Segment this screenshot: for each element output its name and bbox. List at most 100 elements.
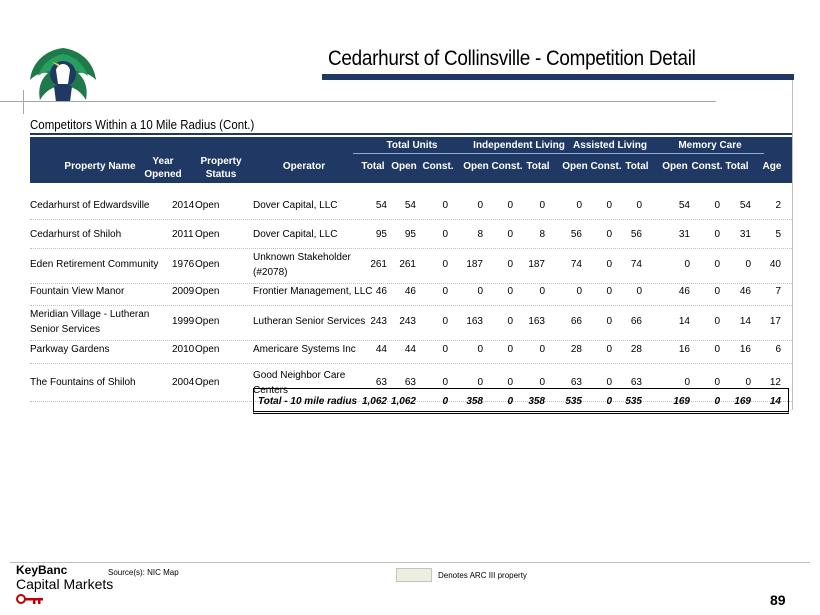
row-al-const: 0 <box>606 344 612 355</box>
col-al-open: Open <box>562 161 588 172</box>
row-year: 2004 <box>172 377 195 388</box>
row-operator: Americare Systems Inc <box>253 344 356 355</box>
row-age: 40 <box>769 259 781 270</box>
row-al-total: 74 <box>630 259 642 270</box>
total-al-open: 535 <box>565 396 582 407</box>
row-al-open: 0 <box>576 200 582 211</box>
row-al-open: 63 <box>570 377 582 388</box>
subtitle-underline <box>30 133 792 135</box>
right-divider <box>792 80 793 410</box>
total-label: Total - 10 mile radius <box>258 396 358 407</box>
row-tu-const: 0 <box>442 259 448 270</box>
group-line-independent-living <box>463 153 563 154</box>
total-il-const: 0 <box>507 396 513 407</box>
row-tu-total: 46 <box>375 286 387 297</box>
col-status-line1: Property <box>200 156 242 167</box>
row-property-name: The Fountains of Shiloh <box>30 377 136 388</box>
row-year: 1999 <box>172 316 195 327</box>
row-separator <box>30 401 792 402</box>
row-tu-const: 0 <box>442 377 448 388</box>
group-independent-living: Independent Living <box>473 140 565 151</box>
pelican-crest-logo <box>30 48 96 102</box>
group-line-memory-care <box>658 153 764 154</box>
row-il-const: 0 <box>507 344 513 355</box>
col-tu-total: Total <box>361 161 385 172</box>
row-al-open: 74 <box>570 259 582 270</box>
row-tu-const: 0 <box>442 344 448 355</box>
row-il-open: 0 <box>477 286 483 297</box>
row-il-total: 0 <box>539 200 545 211</box>
row-status: Open <box>195 200 220 211</box>
row-tu-open: 261 <box>399 259 416 270</box>
total-mc-const: 0 <box>714 396 720 407</box>
total-il-open: 358 <box>466 396 483 407</box>
row-age: 6 <box>775 344 781 355</box>
total-tu-total: 1,062 <box>361 396 387 407</box>
row-separator <box>30 340 792 341</box>
key-icon <box>16 594 43 604</box>
row-il-const: 0 <box>507 200 513 211</box>
title-underline <box>322 74 794 80</box>
total-tu-open: 1,062 <box>390 396 416 407</box>
row-age: 12 <box>769 377 781 388</box>
row-al-total: 0 <box>636 286 642 297</box>
row-year: 2009 <box>172 286 195 297</box>
row-tu-const: 0 <box>442 200 448 211</box>
total-row <box>253 388 789 414</box>
total-tu-const: 0 <box>442 396 448 407</box>
row-tu-total: 63 <box>375 377 387 388</box>
row-al-const: 0 <box>606 377 612 388</box>
row-al-open: 28 <box>570 344 582 355</box>
row-al-total: 56 <box>630 229 642 240</box>
row-mc-total: 0 <box>745 377 751 388</box>
row-al-total: 63 <box>630 377 642 388</box>
row-il-total: 163 <box>528 316 545 327</box>
row-tu-total: 54 <box>375 200 387 211</box>
col-status-line2: Status <box>205 169 237 180</box>
row-mc-open: 0 <box>684 377 690 388</box>
row-operator: Dover Capital, LLC <box>253 200 338 211</box>
row-al-const: 0 <box>606 259 612 270</box>
row-mc-total: 46 <box>739 286 751 297</box>
row-mc-total: 31 <box>739 229 751 240</box>
row-tu-total: 95 <box>375 229 387 240</box>
row-mc-total: 16 <box>739 344 751 355</box>
row-mc-const: 0 <box>714 229 720 240</box>
row-year: 2010 <box>172 344 195 355</box>
row-al-const: 0 <box>606 229 612 240</box>
row-tu-const: 0 <box>442 229 448 240</box>
row-mc-const: 0 <box>714 286 720 297</box>
row-il-const: 0 <box>507 286 513 297</box>
total-age: 14 <box>769 396 781 407</box>
row-mc-open: 31 <box>678 229 690 240</box>
row-separator <box>30 219 792 220</box>
row-tu-const: 0 <box>442 286 448 297</box>
row-separator <box>30 283 792 284</box>
left-divider <box>23 90 24 114</box>
row-mc-total: 14 <box>739 316 751 327</box>
row-tu-total: 261 <box>370 259 387 270</box>
row-separator <box>30 363 792 364</box>
row-mc-open: 0 <box>684 259 690 270</box>
row-al-open: 66 <box>570 316 582 327</box>
row-tu-const: 0 <box>442 316 448 327</box>
row-il-open: 0 <box>477 200 483 211</box>
row-il-open: 0 <box>477 344 483 355</box>
page-title: Cedarhurst of Collinsville - Competition… <box>328 47 696 70</box>
table-header: Total Units Independent Living Assisted … <box>30 137 792 183</box>
col-mc-const: Const. <box>691 161 723 172</box>
row-status: Open <box>195 344 220 355</box>
group-line-assisted-living <box>563 153 658 154</box>
row-mc-total: 54 <box>739 200 751 211</box>
row-property-name: Cedarhurst of Shiloh <box>30 229 122 240</box>
total-al-const: 0 <box>606 396 612 407</box>
brand-line2: Capital Markets <box>16 576 114 592</box>
row-il-total: 0 <box>539 377 545 388</box>
legend-swatch <box>396 568 432 582</box>
col-year-line1: Year <box>152 156 174 167</box>
row-il-total: 8 <box>539 229 545 240</box>
row-il-open: 0 <box>477 377 483 388</box>
row-tu-open: 46 <box>404 286 416 297</box>
row-mc-open: 46 <box>678 286 690 297</box>
row-il-const: 0 <box>507 229 513 240</box>
